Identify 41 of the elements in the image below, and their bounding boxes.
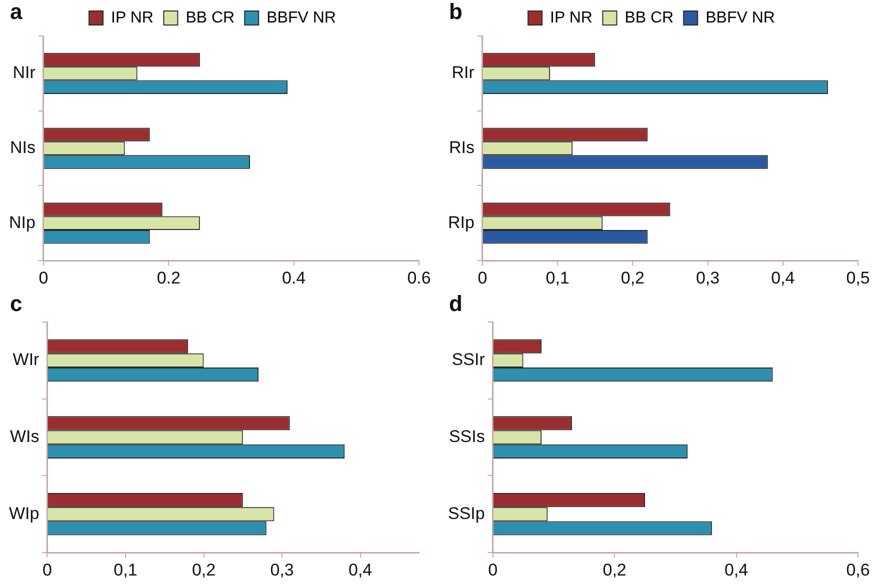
x-tick-label: 0.4 — [282, 268, 306, 288]
y-tick-label: WIr — [12, 350, 40, 370]
x-tick-label: 0 — [42, 560, 52, 580]
x-tick-label: 0,1 — [546, 268, 570, 288]
x-tick-label: 0.6 — [407, 268, 431, 288]
chart-title: d — [449, 291, 462, 316]
x-tick-label: 0 — [38, 268, 48, 288]
chart-title: c — [10, 291, 22, 316]
y-tick-label: RIs — [448, 138, 474, 157]
y-tick-label: NIs — [10, 138, 36, 157]
x-tick-label: 0,4 — [348, 560, 372, 580]
x-tick-label: 0,2 — [192, 560, 216, 580]
y-tick-label: SSIp — [448, 504, 485, 523]
y-tick-label: RIp — [448, 212, 474, 232]
x-tick-label: 0,2 — [620, 268, 644, 288]
x-tick-label: 0,1 — [114, 560, 138, 580]
legend-label: BBFV NR — [706, 9, 775, 26]
y-tick-label: RIr — [452, 63, 475, 82]
x-tick-label: 0 — [478, 268, 488, 288]
y-tick-label: NIr — [12, 63, 36, 82]
y-tick-label: SSIr — [452, 350, 486, 370]
legend-label: IP NR — [550, 9, 592, 26]
x-tick-label: 0,4 — [771, 268, 795, 288]
y-tick-label: WIs — [10, 426, 40, 446]
legend-label: BB CR — [186, 9, 235, 26]
legend-label: BB CR — [624, 9, 674, 26]
x-tick-label: 0,2 — [602, 560, 626, 580]
x-tick-label: 0,3 — [696, 268, 720, 288]
y-tick-label: WIp — [8, 504, 40, 523]
x-tick-label: 0,6 — [846, 560, 870, 580]
legend-label: IP NR — [111, 9, 154, 26]
x-tick-label: 0,3 — [270, 560, 294, 580]
x-tick-label: 0.2 — [156, 268, 180, 288]
chart-title: a — [10, 0, 23, 24]
x-tick-label: 0 — [488, 560, 498, 580]
chart-title: b — [449, 0, 462, 24]
x-tick-label: 0,5 — [846, 268, 870, 288]
legend-label: BBFV NR — [266, 9, 336, 26]
y-tick-label: SSIs — [448, 426, 485, 446]
x-tick-label: 0,4 — [724, 560, 748, 580]
y-tick-label: NIp — [8, 212, 36, 232]
